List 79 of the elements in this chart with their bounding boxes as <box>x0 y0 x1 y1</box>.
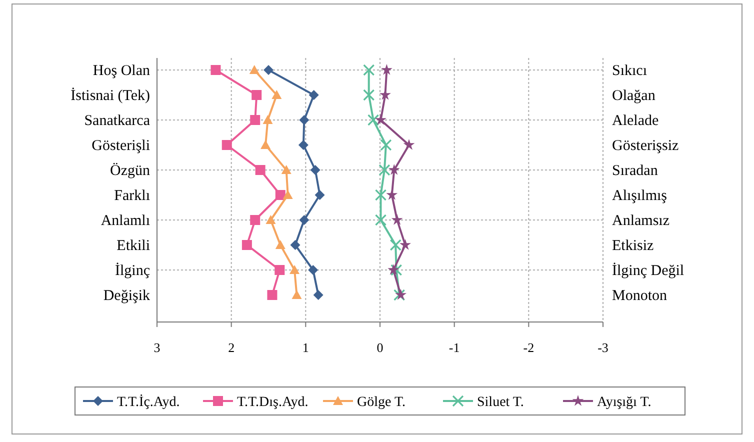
point <box>242 240 252 250</box>
point <box>378 164 390 176</box>
legend-label: T.T.İç.Ayd. <box>117 394 180 410</box>
point <box>403 139 415 150</box>
point <box>386 189 398 200</box>
point <box>290 265 300 274</box>
point <box>281 165 292 174</box>
legend-label: Siluet T. <box>477 395 524 410</box>
y-tick-label: İlginç <box>115 262 150 279</box>
point <box>299 115 310 125</box>
y2-tick-label: Alışılmış <box>612 188 668 204</box>
point <box>400 239 411 250</box>
point <box>374 214 387 226</box>
legend-label: Gölge T. <box>357 395 406 410</box>
point <box>272 90 282 99</box>
point <box>299 215 310 225</box>
x-tick-label: -1 <box>448 340 460 355</box>
point <box>249 65 260 74</box>
x-tick-label: 3 <box>154 340 160 355</box>
point <box>260 140 271 149</box>
point <box>308 90 319 100</box>
y2-tick-label: Etkisiz <box>612 238 654 254</box>
y2-tick-label: Alelade <box>612 113 659 129</box>
x-tick-label: -3 <box>598 340 608 355</box>
point <box>210 65 221 75</box>
x-tick-label: 0 <box>376 340 384 355</box>
point <box>391 214 403 225</box>
y-tick-label: Sanatkarca <box>84 113 150 129</box>
x-tick-label: 2 <box>228 340 235 355</box>
legend-label: Ayışığı T. <box>597 395 652 410</box>
y-tick-label: Gösterişli <box>92 138 150 154</box>
y-tick-label: Farklı <box>114 188 150 204</box>
point <box>310 165 320 175</box>
y2-tick-label: İlginç Değil <box>612 262 684 279</box>
y2-tick-label: Sıradan <box>612 163 658 179</box>
point <box>308 265 318 275</box>
y-tick-label: Anlamlı <box>100 213 150 229</box>
point <box>390 239 402 251</box>
point <box>255 165 266 175</box>
point <box>222 140 232 150</box>
point <box>250 115 260 125</box>
point <box>368 114 380 126</box>
x-tick-label: 1 <box>302 340 309 355</box>
point <box>363 89 375 101</box>
y-tick-label: Etkili <box>116 238 150 254</box>
x-tick-label: -2 <box>523 340 534 355</box>
point <box>282 190 293 199</box>
point <box>252 90 262 100</box>
point <box>264 65 274 75</box>
point <box>314 190 325 200</box>
y-tick-label: Özgün <box>110 162 150 179</box>
y2-tick-label: Sıkıcı <box>612 63 648 79</box>
point <box>388 264 400 275</box>
y2-tick-label: Gösterişsiz <box>612 138 679 154</box>
y-tick-label: Hoş Olan <box>92 63 150 79</box>
point <box>390 264 402 276</box>
point <box>388 164 400 175</box>
y2-tick-label: Olağan <box>612 88 656 104</box>
point <box>274 265 285 275</box>
point <box>292 290 302 299</box>
point <box>266 215 276 224</box>
y-tick-label: İstisnai (Tek) <box>70 87 150 104</box>
point <box>250 215 260 225</box>
point <box>290 240 300 250</box>
y-tick-label: Değişik <box>103 288 150 304</box>
point <box>380 64 392 75</box>
y2-tick-label: Anlamsız <box>612 213 670 229</box>
point <box>267 290 278 300</box>
point <box>375 114 386 125</box>
point <box>275 240 286 249</box>
point <box>363 64 375 76</box>
point <box>380 139 392 151</box>
point <box>313 290 324 300</box>
point <box>298 140 308 150</box>
point <box>374 189 387 201</box>
legend-label: T.T.Dış.Ayd. <box>237 395 308 410</box>
y2-tick-label: Monoton <box>612 288 668 304</box>
point <box>275 190 286 200</box>
point <box>262 115 273 124</box>
